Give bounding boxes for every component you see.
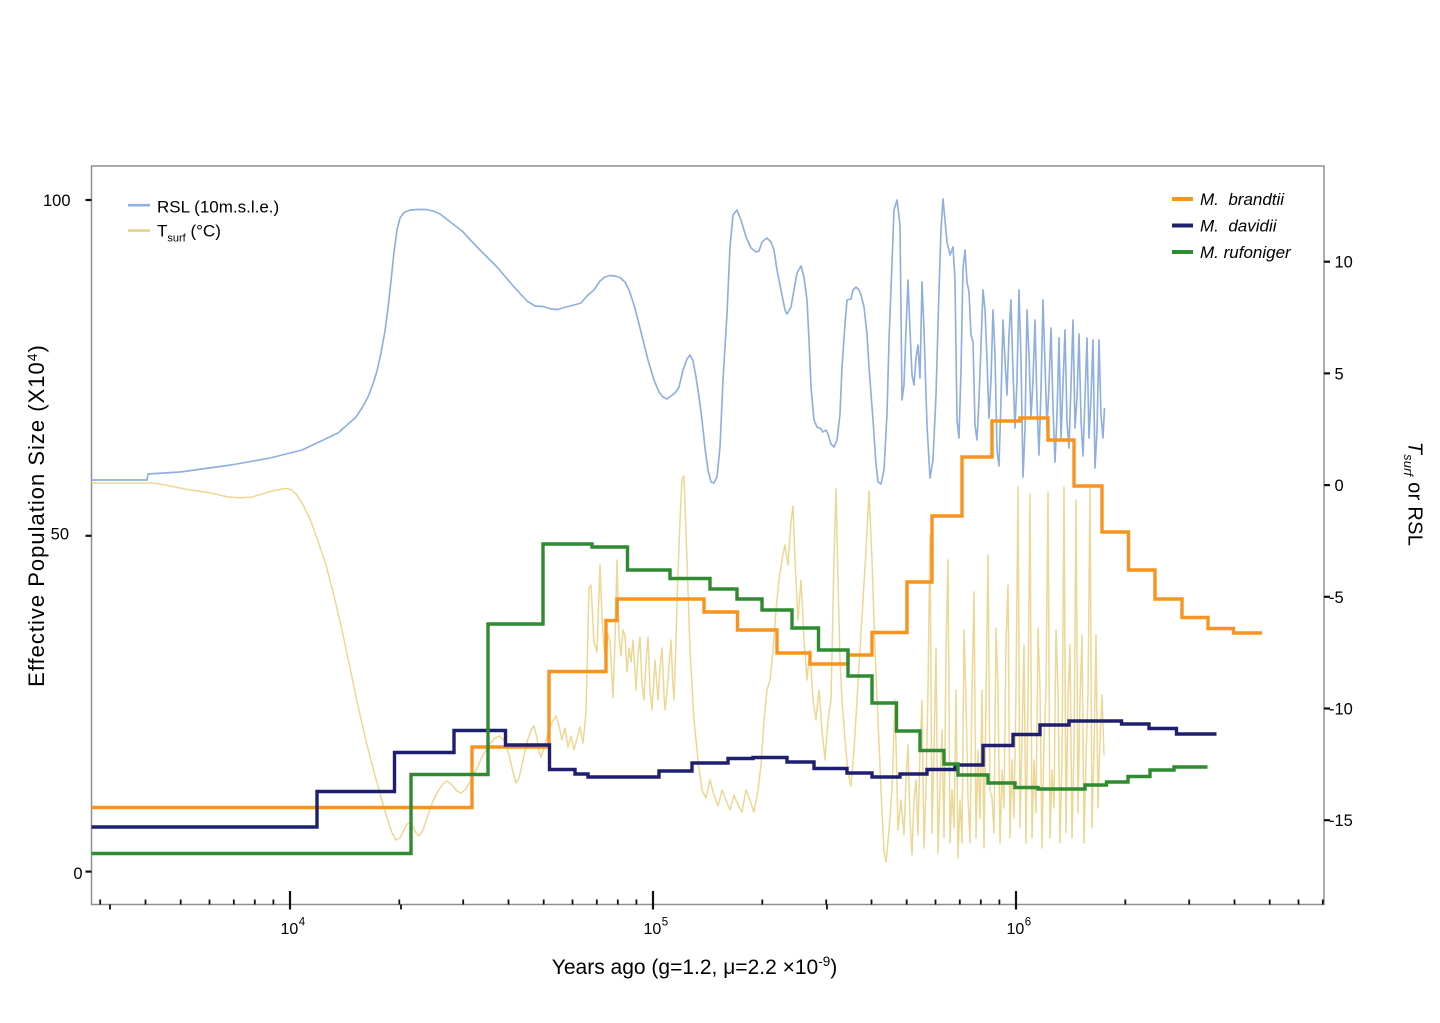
svg-text:10: 10	[1335, 254, 1353, 272]
svg-text:50: 50	[51, 526, 69, 544]
svg-text:5: 5	[662, 917, 668, 929]
svg-text:4: 4	[299, 917, 306, 929]
svg-text:-15: -15	[1329, 812, 1353, 830]
svg-text:10: 10	[1007, 921, 1025, 938]
svg-text:0: 0	[73, 865, 82, 883]
svg-text:Years ago (g=1.2, μ=2.2 ×10-9): Years ago (g=1.2, μ=2.2 ×10-9)	[552, 954, 837, 979]
svg-text:Effective Population Size (X10: Effective Population Size (X104)	[24, 344, 49, 687]
svg-text:M. rufoniger: M. rufoniger	[1200, 243, 1292, 262]
svg-text:RSL (10m.s.l.e.): RSL (10m.s.l.e.)	[157, 198, 279, 217]
svg-text:100: 100	[43, 192, 71, 210]
svg-text:10: 10	[281, 921, 299, 938]
svg-text:Tsurf or RSL: Tsurf or RSL	[1401, 442, 1426, 546]
svg-text:5: 5	[1335, 365, 1344, 383]
svg-text:10: 10	[644, 921, 662, 938]
svg-text:0: 0	[1335, 477, 1344, 495]
svg-text:M. brandtii: M. brandtii	[1200, 190, 1285, 209]
svg-text:-10: -10	[1329, 701, 1353, 719]
svg-text:6: 6	[1025, 917, 1031, 929]
svg-text:-5: -5	[1329, 589, 1344, 607]
svg-text:M. davidii: M. davidii	[1200, 217, 1278, 236]
